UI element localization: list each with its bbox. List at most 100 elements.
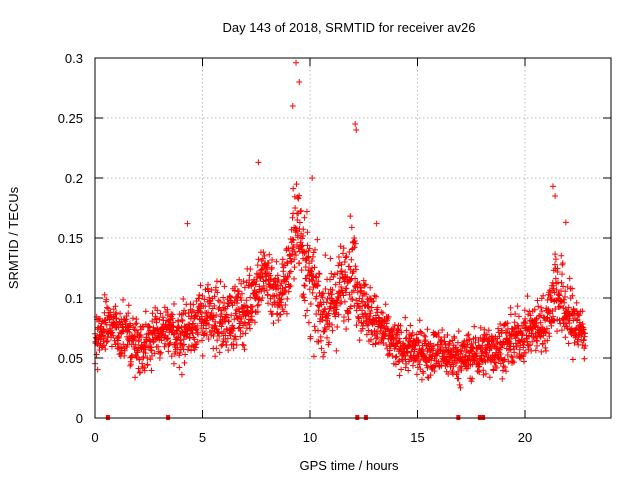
data-point xyxy=(485,327,492,334)
data-point xyxy=(291,224,298,231)
data-point xyxy=(455,375,462,382)
data-point xyxy=(384,352,391,359)
data-point xyxy=(496,333,503,340)
data-point xyxy=(409,362,416,369)
data-point xyxy=(222,332,229,339)
data-point xyxy=(300,226,307,233)
data-point xyxy=(242,330,249,337)
data-point xyxy=(180,310,187,317)
data-point xyxy=(259,294,266,301)
data-point xyxy=(511,349,518,356)
data-point xyxy=(298,267,305,274)
data-point xyxy=(345,316,352,323)
data-point xyxy=(329,321,336,328)
data-point xyxy=(468,344,475,351)
data-point xyxy=(331,271,338,278)
data-point xyxy=(322,286,329,293)
data-point xyxy=(182,351,189,358)
data-point xyxy=(483,331,490,338)
data-point xyxy=(355,315,362,322)
data-point xyxy=(205,335,212,342)
data-point xyxy=(424,326,431,333)
data-point xyxy=(393,353,400,360)
data-point xyxy=(260,249,267,256)
data-point xyxy=(340,314,347,321)
data-point xyxy=(427,372,434,379)
data-point xyxy=(231,316,238,323)
data-point xyxy=(229,322,236,329)
data-point xyxy=(327,255,334,262)
data-point xyxy=(97,323,104,330)
data-point xyxy=(535,303,542,310)
data-point xyxy=(537,333,544,340)
data-point xyxy=(120,296,127,303)
data-point xyxy=(569,285,576,292)
data-point xyxy=(157,310,164,317)
data-point xyxy=(265,260,272,267)
data-point xyxy=(505,358,512,365)
data-point xyxy=(562,288,569,295)
data-point xyxy=(181,359,188,366)
data-point xyxy=(227,294,234,301)
data-point xyxy=(373,335,380,342)
data-point xyxy=(538,308,545,315)
data-point xyxy=(148,347,155,354)
data-point xyxy=(228,299,235,306)
data-point xyxy=(338,284,345,291)
data-point xyxy=(232,336,239,343)
data-point xyxy=(538,304,545,311)
data-point xyxy=(525,342,532,349)
data-point xyxy=(132,321,139,328)
data-point xyxy=(148,367,155,374)
data-point xyxy=(263,263,270,270)
data-point xyxy=(325,310,332,317)
data-point xyxy=(527,312,534,319)
data-point xyxy=(126,329,133,336)
data-point xyxy=(109,329,116,336)
data-point xyxy=(353,297,360,304)
data-point xyxy=(405,367,412,374)
data-point xyxy=(348,256,355,263)
data-point xyxy=(164,335,171,342)
data-point xyxy=(531,306,538,313)
data-point xyxy=(149,310,156,317)
data-point xyxy=(497,321,504,328)
data-point xyxy=(308,258,315,265)
data-point xyxy=(177,337,184,344)
data-point xyxy=(580,336,587,343)
data-point xyxy=(476,361,483,368)
data-point xyxy=(418,330,425,337)
data-point xyxy=(112,303,119,310)
data-point xyxy=(389,352,396,359)
y-tick-label: 0.1 xyxy=(65,291,83,306)
data-point xyxy=(340,250,347,257)
data-point xyxy=(183,331,190,338)
data-point xyxy=(361,281,368,288)
data-point xyxy=(284,273,291,280)
y-tick-label: 0.2 xyxy=(65,171,83,186)
data-point xyxy=(202,325,209,332)
data-point xyxy=(522,320,529,327)
data-point xyxy=(544,314,551,321)
data-point xyxy=(501,356,508,363)
data-point xyxy=(178,316,185,323)
data-point xyxy=(329,327,336,334)
data-point xyxy=(559,260,566,267)
data-point xyxy=(313,311,320,318)
data-point xyxy=(157,349,164,356)
data-point xyxy=(543,325,550,332)
data-point xyxy=(218,342,225,349)
data-point xyxy=(226,318,233,325)
data-point xyxy=(230,345,237,352)
data-point xyxy=(212,322,219,329)
data-point xyxy=(501,364,508,371)
data-point xyxy=(147,347,154,354)
data-point xyxy=(232,310,239,317)
data-point xyxy=(342,254,349,261)
data-point xyxy=(554,269,561,276)
data-point xyxy=(335,311,342,318)
data-point xyxy=(464,332,471,339)
data-point xyxy=(147,356,154,363)
data-point xyxy=(575,333,582,340)
data-point xyxy=(165,348,172,355)
